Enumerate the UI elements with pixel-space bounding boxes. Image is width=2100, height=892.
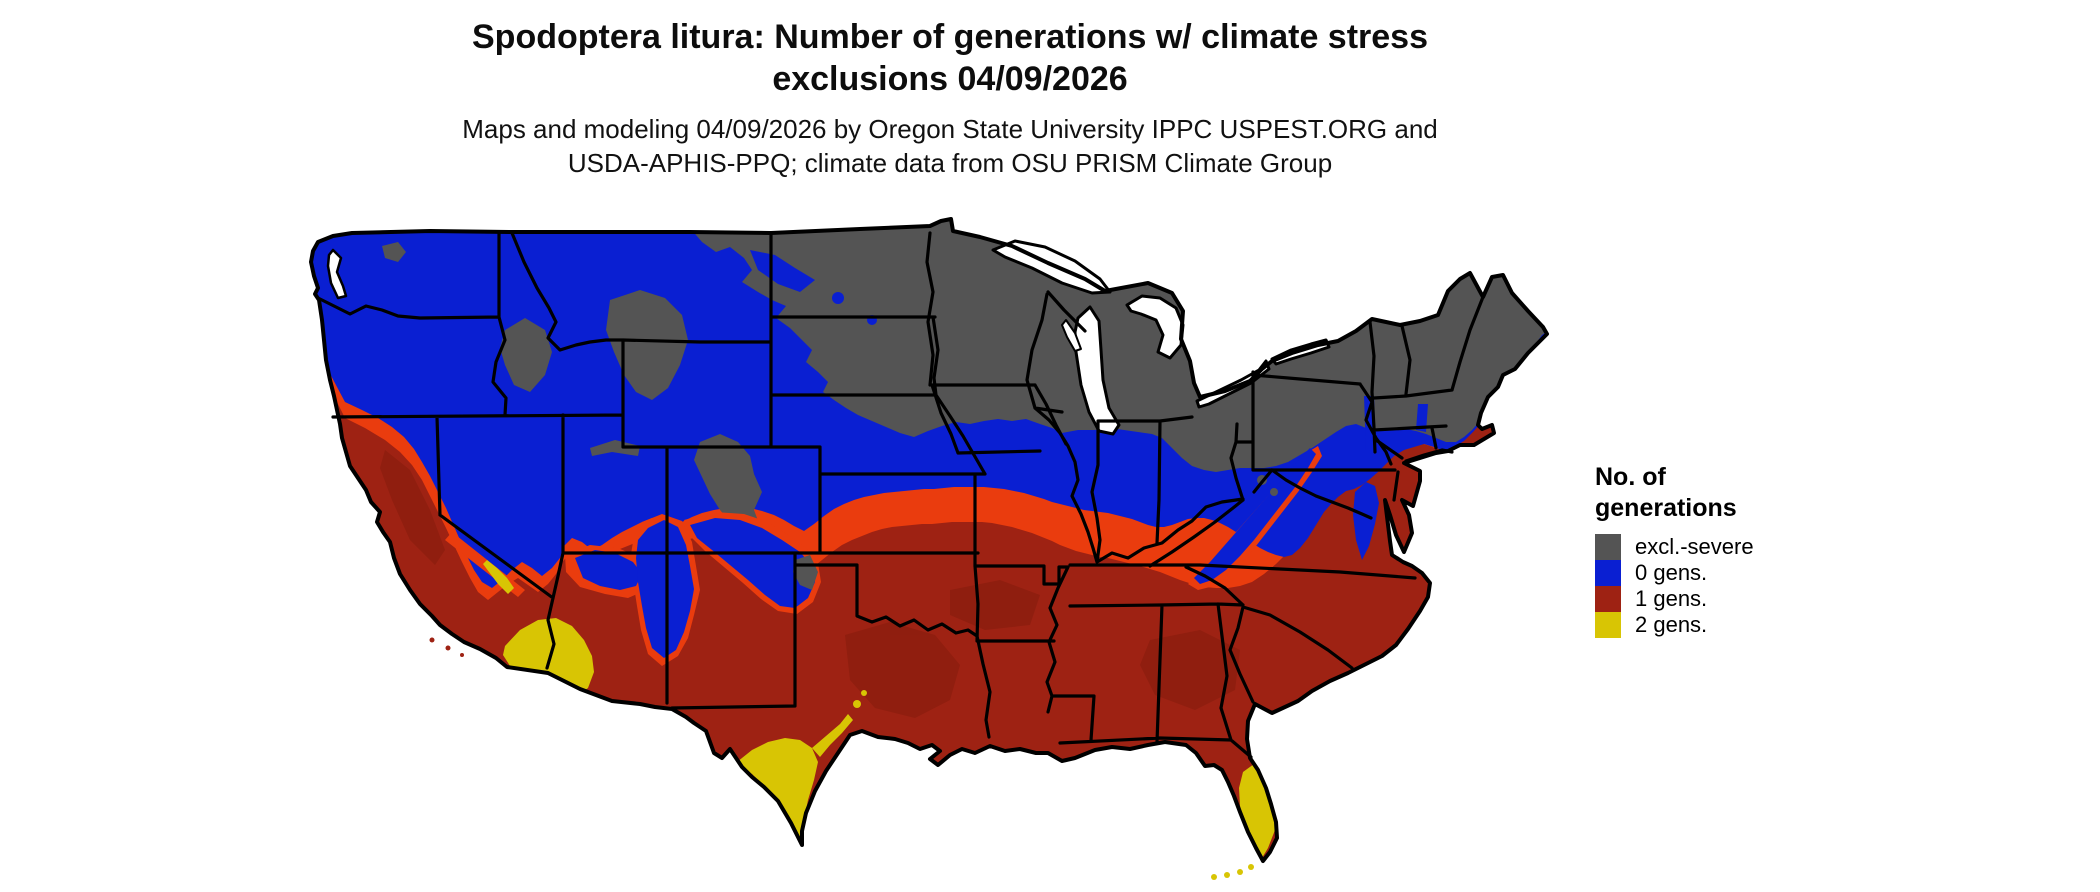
map-title-line1: Spodoptera litura: Number of generations…	[472, 18, 1428, 56]
florida-keys-dot	[1237, 869, 1243, 875]
great-lakes	[326, 239, 1331, 436]
us-outline	[309, 217, 1549, 863]
florida-keys-dot	[1224, 872, 1230, 878]
legend-label-2gens: 2 gens.	[1635, 612, 1708, 637]
map-title: Spodoptera litura: Number of generations…	[0, 16, 1900, 100]
legend-label-severe: excl.-severe	[1635, 534, 1754, 559]
map-subtitle-line2: USDA-APHIS-PPQ; climate data from OSU PR…	[567, 148, 1333, 178]
lake-erie-shape	[1195, 359, 1271, 409]
legend-swatch-1gens	[1595, 586, 1621, 612]
legend-title-line1: No. of	[1595, 463, 1666, 491]
legend-swatch-severe	[1595, 534, 1621, 560]
florida-keys-dot	[1248, 864, 1254, 870]
us-map-svg	[309, 217, 1549, 880]
florida-keys-dot	[1211, 874, 1217, 880]
legend-label-1gens: 1 gens.	[1635, 586, 1708, 611]
legend-swatch-2gens	[1595, 612, 1621, 638]
legend-item-2gens: 2 gens.	[1595, 612, 1855, 638]
legend: No. of generations excl.-severe 0 gens. …	[1595, 462, 1855, 638]
severe-mountain-patches	[382, 242, 762, 534]
green-bay-shape	[1061, 319, 1082, 352]
lake-huron-shape	[1125, 294, 1185, 360]
map-subtitle-line1: Maps and modeling 04/09/2026 by Oregon S…	[462, 114, 1438, 144]
state-borders	[316, 231, 1485, 759]
legend-swatch-0gens	[1595, 560, 1621, 586]
map-title-line2: exclusions 04/09/2026	[772, 60, 1128, 98]
channel-island-dot	[460, 653, 464, 657]
legend-title-line2: generations	[1595, 494, 1737, 522]
legend-items: excl.-severe 0 gens. 1 gens. 2 gens.	[1595, 534, 1855, 638]
puget-sound-shape	[326, 248, 348, 300]
legend-item-1gens: 1 gens.	[1595, 586, 1855, 612]
legend-item-0gens: 0 gens.	[1595, 560, 1855, 586]
channel-island-dot	[429, 637, 435, 643]
zone-1gens-dark-texture	[380, 450, 1240, 718]
map-subtitle: Maps and modeling 04/09/2026 by Oregon S…	[0, 112, 1900, 180]
legend-item-severe: excl.-severe	[1595, 534, 1855, 560]
map-color-layers	[311, 219, 1547, 861]
channel-island-dot	[445, 645, 451, 651]
lake-michigan-shape	[1073, 305, 1121, 436]
us-generations-map	[235, 192, 1575, 892]
legend-label-0gens: 0 gens.	[1635, 560, 1708, 585]
offshore-islands	[429, 637, 1254, 880]
